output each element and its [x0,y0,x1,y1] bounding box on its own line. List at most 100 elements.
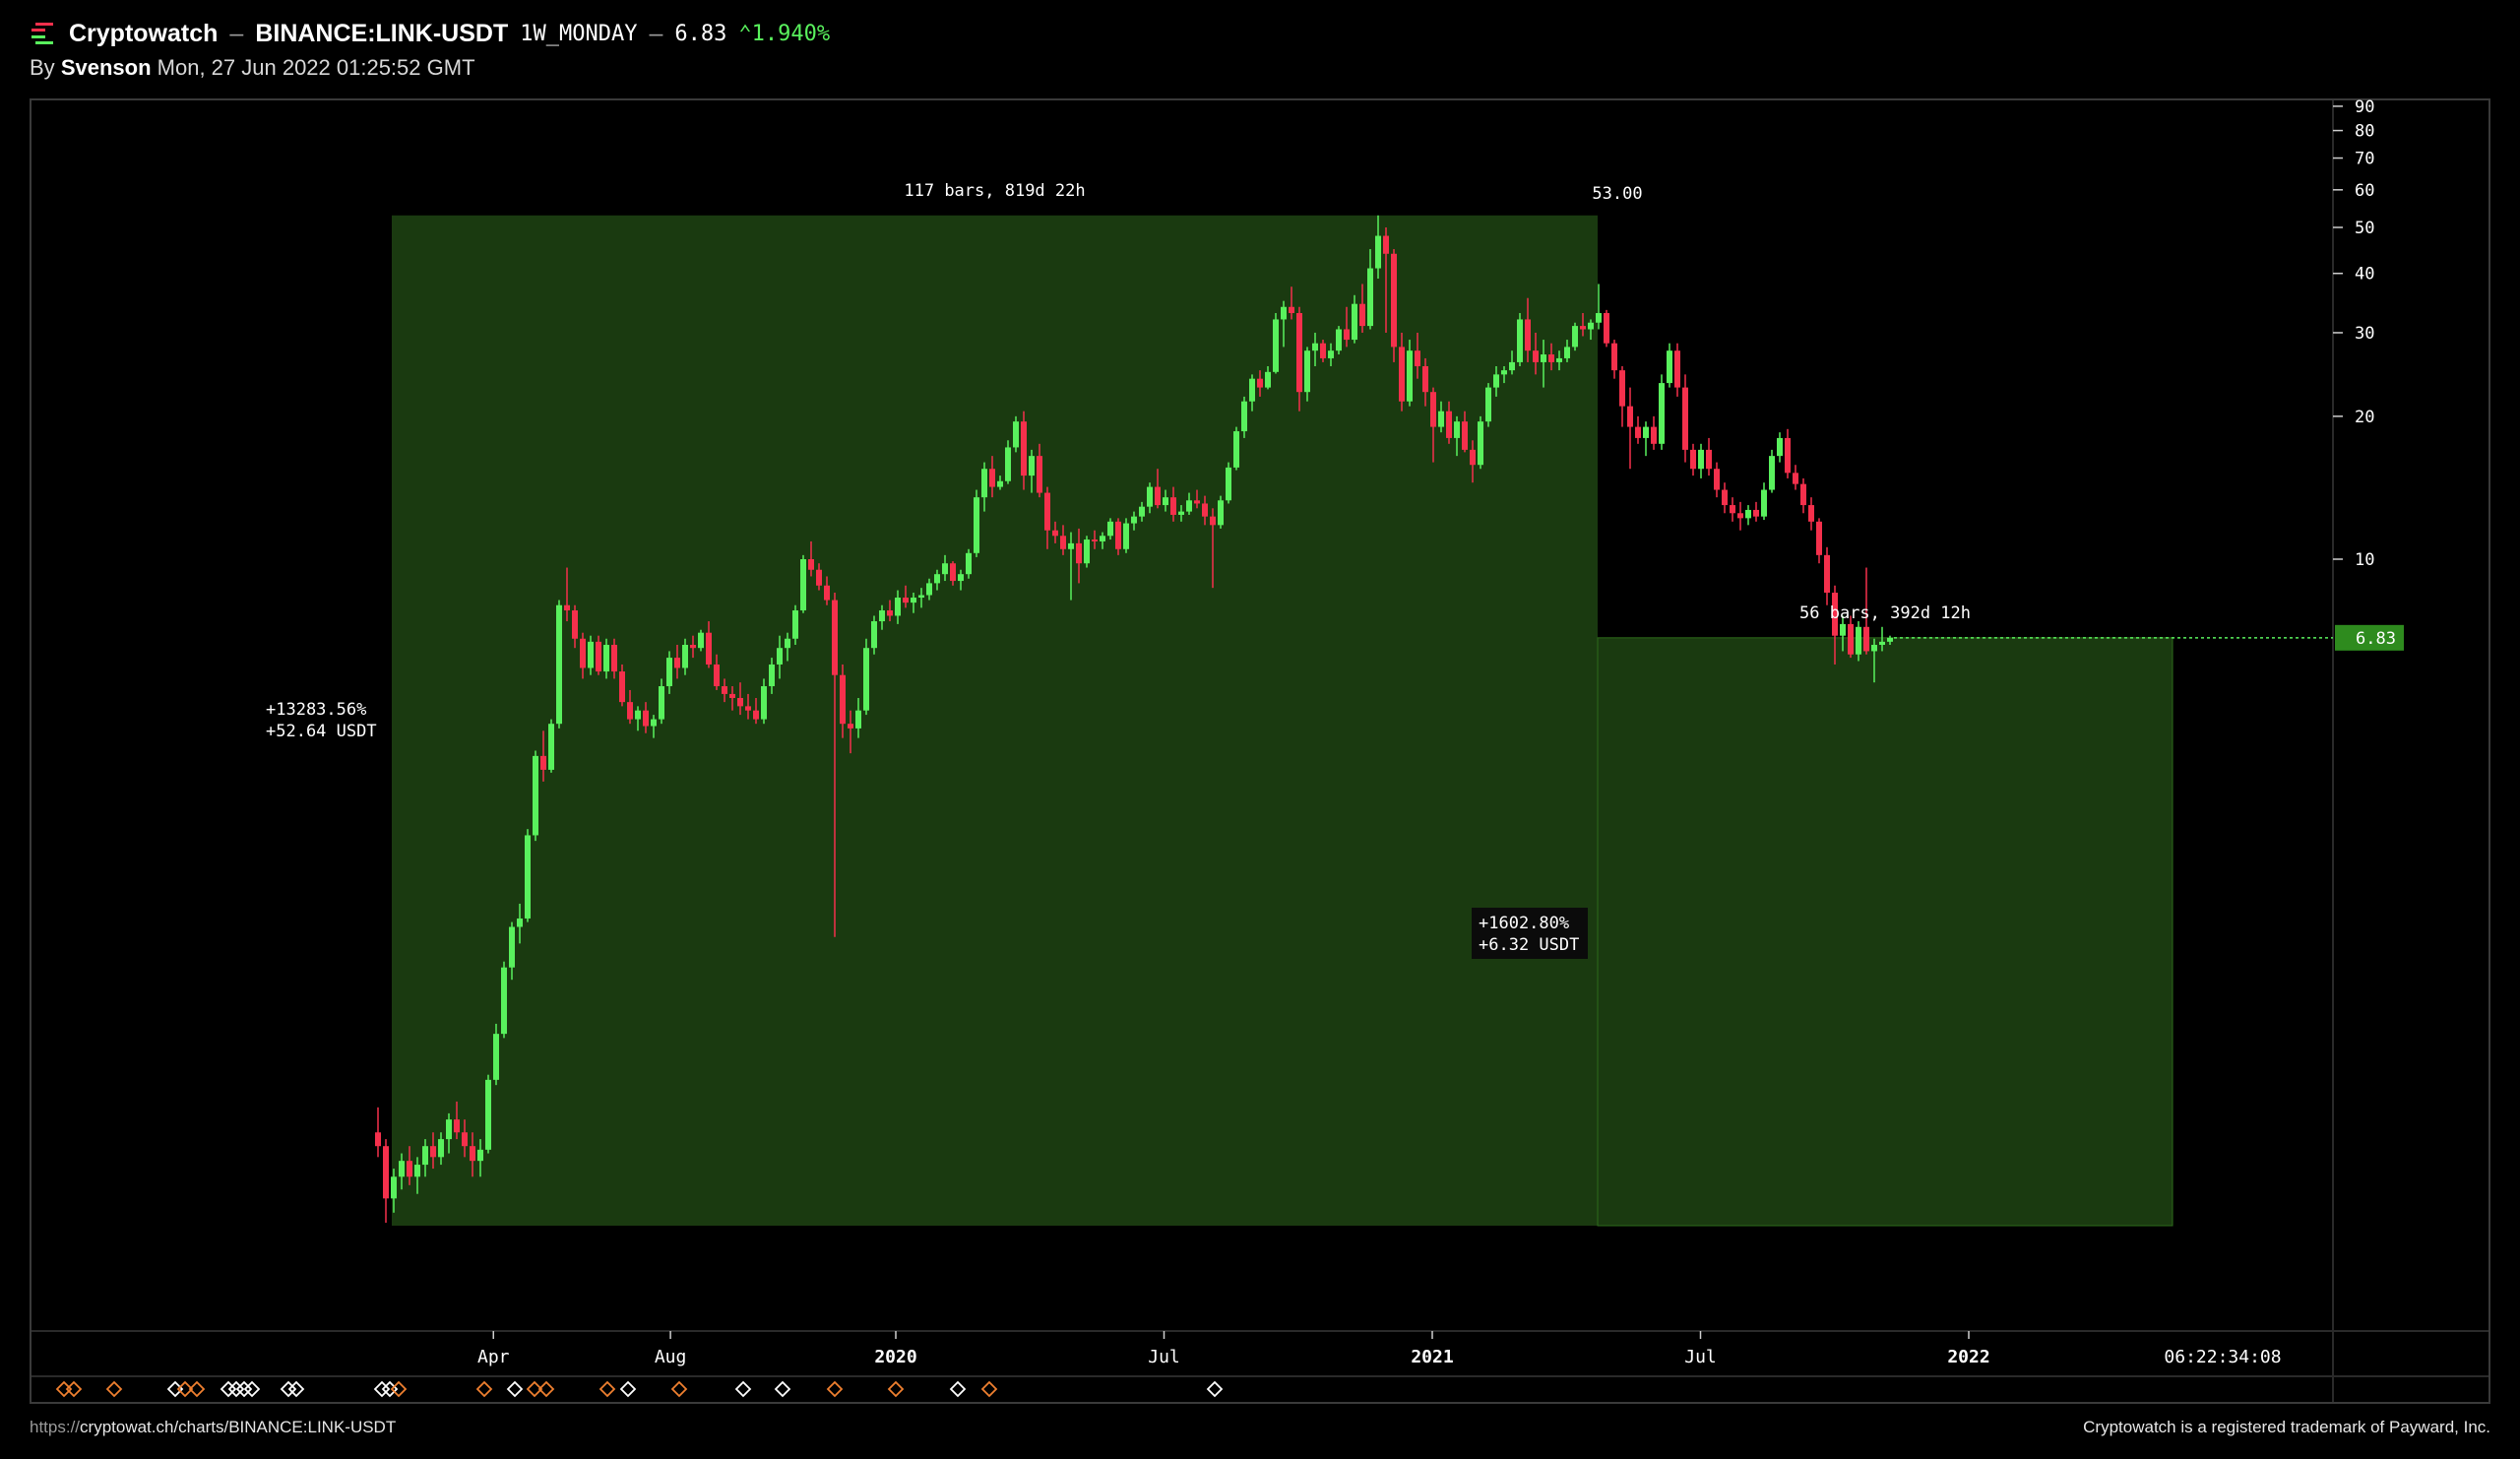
event-diamond-icon[interactable] [373,1380,391,1398]
candle-body[interactable] [1359,303,1365,327]
candle-body[interactable] [769,664,775,687]
event-diamond-icon[interactable] [537,1380,555,1398]
range-measure-box-1[interactable] [392,215,1598,1227]
candle-body[interactable] [722,686,727,694]
candle-body[interactable] [1383,235,1389,254]
candle-body[interactable] [1596,313,1602,323]
candle-body[interactable] [651,719,657,727]
candle-body[interactable] [1674,350,1680,388]
candle-body[interactable] [1265,371,1271,388]
candle-body[interactable] [1044,492,1050,531]
candle-body[interactable] [1682,387,1688,450]
candle-body[interactable] [1863,626,1869,652]
candle-body[interactable] [438,1139,444,1158]
candle-body[interactable] [1737,513,1743,519]
candle-body[interactable] [1816,521,1822,555]
candle-body[interactable] [1564,347,1570,358]
candle-body[interactable] [1509,361,1515,371]
candle-body[interactable] [832,600,838,675]
candle-body[interactable] [989,469,995,487]
candle-body[interactable] [800,559,806,611]
candle-body[interactable] [1533,350,1539,362]
candle-body[interactable] [1769,456,1775,490]
candle-body[interactable] [1604,313,1609,344]
candle-body[interactable] [942,563,948,575]
candle-body[interactable] [1052,530,1058,537]
candle-body[interactable] [430,1146,436,1158]
candle-body[interactable] [1832,593,1838,636]
candle-body[interactable] [1092,539,1098,541]
candle-body[interactable] [611,645,617,672]
candle-body[interactable] [1375,235,1381,269]
event-diamond-icon[interactable] [176,1380,194,1398]
candle-body[interactable] [1021,421,1027,476]
candle-body[interactable] [840,674,846,725]
candle-body[interactable] [525,835,531,919]
candle-body[interactable] [556,604,562,725]
candle-body[interactable] [1856,626,1861,655]
candle-body[interactable] [627,702,633,720]
candle-body[interactable] [863,648,869,711]
candle-body[interactable] [635,710,641,720]
candle-body[interactable] [808,559,814,570]
candle-body[interactable] [1651,426,1657,444]
candle-body[interactable] [1517,319,1523,362]
candle-body[interactable] [596,641,601,672]
candle-body[interactable] [792,610,798,639]
candle-body[interactable] [1714,469,1720,490]
candle-body[interactable] [1391,253,1397,348]
candle-body[interactable] [816,569,822,586]
candle-body[interactable] [666,658,672,687]
candle-body[interactable] [1107,521,1113,537]
candle-body[interactable] [1879,641,1885,646]
candle-body[interactable] [706,632,712,665]
chart-url[interactable]: https://cryptowat.ch/charts/BINANCE:LINK… [30,1418,396,1437]
candle-body[interactable] [1706,449,1712,470]
candle-body[interactable] [824,585,830,601]
candle-body[interactable] [958,574,964,582]
candle-body[interactable] [1777,437,1783,457]
candle-body[interactable] [1249,378,1255,402]
event-diamond-icon[interactable] [55,1380,73,1398]
event-diamond-icon[interactable] [506,1380,524,1398]
candle-body[interactable] [572,610,578,639]
candle-body[interactable] [1399,347,1405,402]
candle-body[interactable] [1115,521,1121,549]
candle-body[interactable] [1289,306,1294,314]
candle-body[interactable] [1005,447,1011,481]
candle-body[interactable] [879,610,885,622]
candle-body[interactable] [1076,542,1082,564]
candle-body[interactable] [588,641,594,668]
candle-body[interactable] [997,480,1003,487]
candle-body[interactable] [1785,437,1791,474]
candle-body[interactable] [895,598,901,616]
candle-body[interactable] [1194,500,1200,504]
event-diamond-icon[interactable] [65,1380,83,1398]
candle-body[interactable] [1454,421,1460,438]
candle-body[interactable] [564,604,570,611]
candle-body[interactable] [533,755,538,836]
candle-body[interactable] [1281,306,1287,320]
candle-body[interactable] [1485,387,1491,422]
candle-body[interactable] [446,1119,452,1140]
candle-body[interactable] [737,697,743,707]
candle-body[interactable] [1572,326,1578,348]
candle-body[interactable] [548,724,554,770]
candle-body[interactable] [1580,326,1586,330]
candle-body[interactable] [1131,516,1137,524]
candle-body[interactable] [1548,354,1554,362]
candle-body[interactable] [777,648,783,665]
candle-body[interactable] [1887,637,1893,642]
candle-body[interactable] [422,1146,428,1166]
candle-body[interactable] [414,1165,420,1177]
candle-body[interactable] [540,755,546,770]
candle-body[interactable] [1698,449,1704,470]
candle-body[interactable] [1619,370,1625,407]
candle-body[interactable] [1233,431,1239,468]
candle-body[interactable] [1170,497,1176,515]
candle-body[interactable] [1304,350,1310,393]
candle-body[interactable] [1745,509,1751,519]
candle-body[interactable] [407,1161,412,1177]
candle-body[interactable] [1273,319,1279,372]
